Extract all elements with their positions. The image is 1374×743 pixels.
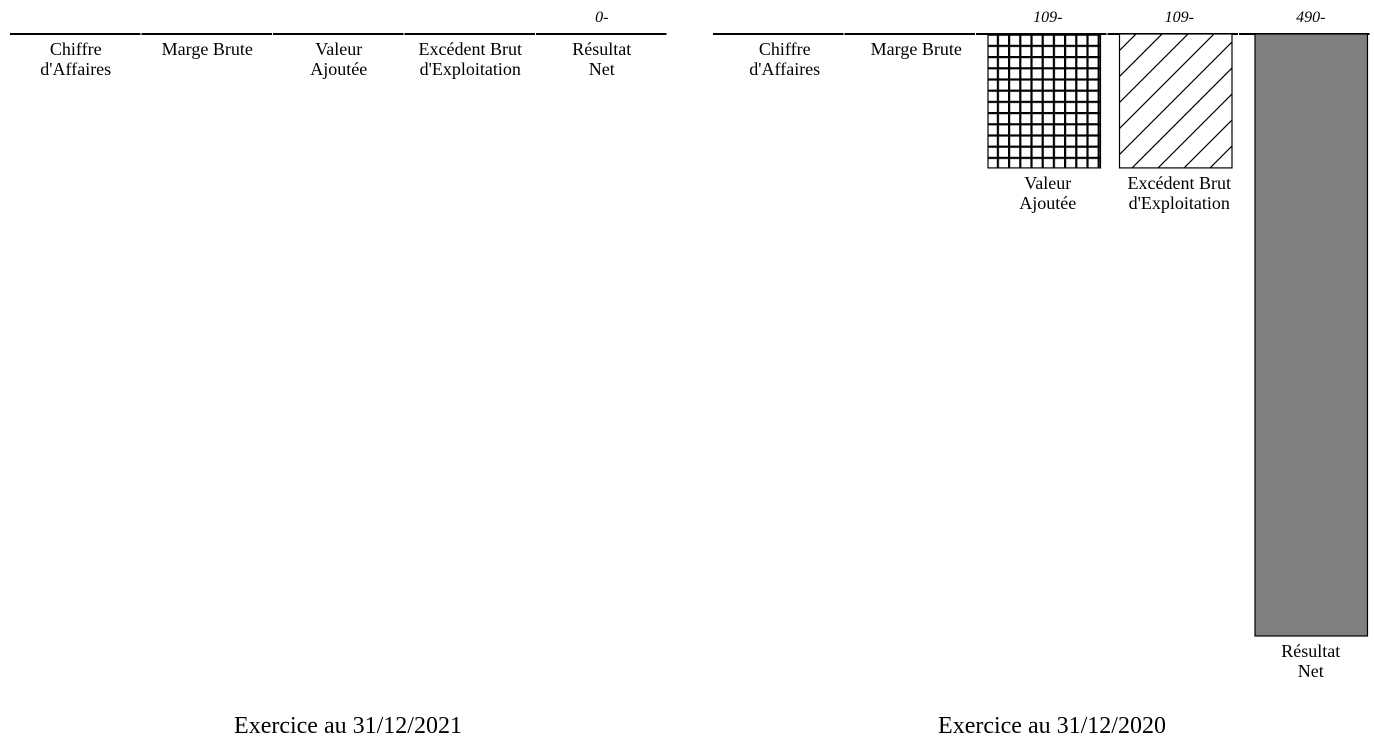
value-label-valeur-ajoutee: 109- xyxy=(1033,9,1062,26)
category-label-marge-brute: Marge Brute xyxy=(871,39,962,59)
panel-caption: Exercice au 31/12/2020 xyxy=(938,713,1166,739)
bar-valeur-ajoutee xyxy=(987,33,1102,169)
chart-panel-2021: Chiffre d'Affaires Marge Brute Valeur Ajouté… xyxy=(10,9,667,739)
category-label-ebe: Excédent Brut d'Exploitation xyxy=(419,39,522,79)
category-label-chiffre-affaires: Chiffre d'Affaires xyxy=(40,39,111,79)
category-label-ebe: Excédent Brut d'Exploitation xyxy=(1128,173,1231,213)
category-label-marge-brute: Marge Brute xyxy=(162,39,253,59)
value-label-resultat-net: 0- xyxy=(595,9,608,26)
category-label-resultat-net: Résultat Net xyxy=(572,39,631,79)
chart-panel-2020: Chiffre d'Affaires Marge Brute 109- Valeur Aj… xyxy=(713,9,1370,739)
value-label-ebe: 109- xyxy=(1165,9,1194,26)
category-label-resultat-net: Résultat Net xyxy=(1281,641,1340,681)
category-label-valeur-ajoutee: Valeur Ajoutée xyxy=(1019,173,1076,213)
bar-ebe xyxy=(1118,33,1233,169)
category-label-valeur-ajoutee: Valeur Ajoutée xyxy=(310,39,367,79)
category-label-chiffre-affaires: Chiffre d'Affaires xyxy=(749,39,820,79)
bar-resultat-net xyxy=(1254,33,1369,637)
value-label-resultat-net: 490- xyxy=(1296,9,1325,26)
panel-caption: Exercice au 31/12/2021 xyxy=(234,713,462,739)
